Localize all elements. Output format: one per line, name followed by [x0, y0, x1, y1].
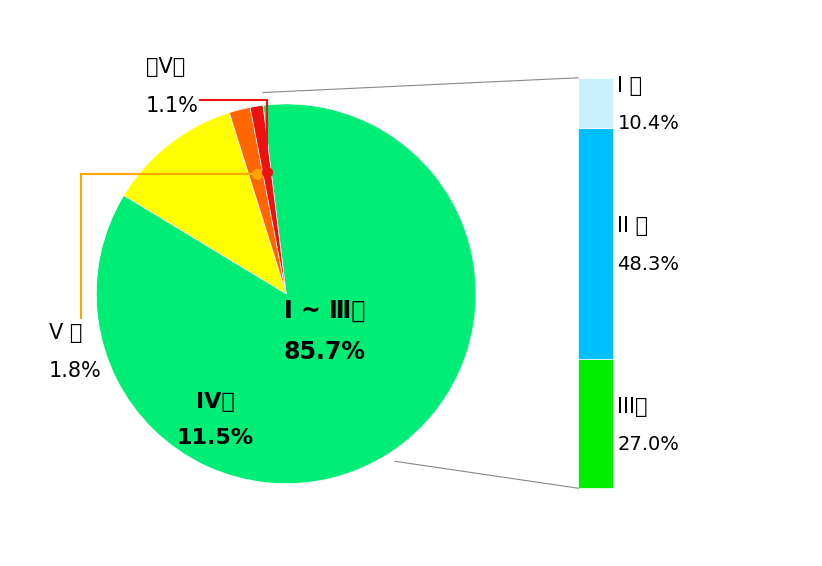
- Wedge shape: [124, 113, 286, 294]
- Text: 11.5%: 11.5%: [177, 428, 253, 448]
- Bar: [578, 127, 612, 359]
- Text: 1.1%: 1.1%: [145, 96, 199, 116]
- Text: 1.8%: 1.8%: [48, 362, 102, 381]
- Bar: [578, 359, 612, 488]
- Wedge shape: [229, 108, 286, 294]
- Text: 85.7%: 85.7%: [284, 340, 366, 364]
- Text: 27.0%: 27.0%: [617, 435, 679, 454]
- Wedge shape: [96, 104, 476, 484]
- Text: V 类: V 类: [48, 323, 82, 342]
- Text: II 类: II 类: [617, 216, 649, 237]
- Text: 10.4%: 10.4%: [617, 114, 679, 133]
- Text: 48.3%: 48.3%: [617, 255, 680, 274]
- Text: I 类: I 类: [617, 76, 643, 96]
- Wedge shape: [250, 105, 286, 294]
- Text: 力V类: 力V类: [145, 57, 185, 77]
- Text: IV类: IV类: [196, 392, 234, 411]
- Text: I ~ Ⅲ类: I ~ Ⅲ类: [284, 299, 366, 323]
- Text: III类: III类: [617, 397, 648, 417]
- Bar: [578, 78, 612, 127]
